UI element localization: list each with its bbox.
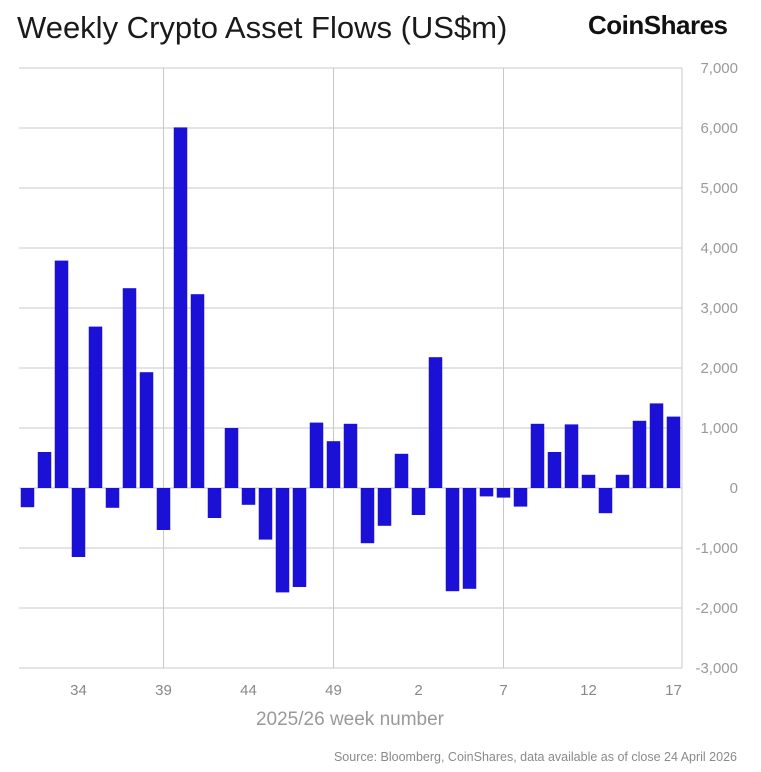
bar-week-45 — [258, 488, 273, 540]
y-tick-label: 1,000 — [700, 420, 738, 437]
bar-week-5 — [462, 488, 477, 589]
bar-week-37 — [122, 288, 137, 488]
bar-week-52 — [377, 488, 392, 526]
y-tick-label: 3,000 — [700, 300, 738, 317]
coinshares-logo: CoinShares — [588, 10, 728, 40]
x-tick-label: 12 — [580, 682, 597, 699]
x-tick-label: 17 — [665, 682, 682, 699]
bar-week-39 — [156, 488, 171, 530]
x-axis-label: 2025/26 week number — [256, 709, 445, 730]
y-tick-label: 5,000 — [700, 180, 738, 197]
y-tick-label: 2,000 — [700, 360, 738, 377]
bar-week-40 — [173, 127, 188, 489]
bar-week-10 — [547, 452, 562, 488]
bar-week-31 — [20, 488, 35, 508]
bar-week-7 — [496, 488, 511, 498]
bar-week-15 — [632, 420, 647, 488]
bar-week-14 — [615, 474, 630, 488]
bar-week-36 — [105, 488, 120, 508]
bar-week-44 — [241, 488, 256, 505]
bar-week-16 — [649, 403, 664, 488]
bar-week-42 — [207, 488, 222, 518]
y-tick-label: 7,000 — [700, 60, 738, 77]
x-tick-label: 44 — [240, 682, 257, 699]
x-axis-ticks: 34 39 44 49 2 7 12 17 — [70, 682, 682, 699]
y-axis-ticks: -3,000 -2,000 -1,000 0 1,000 2,000 3,000 4,000 5… — [695, 60, 738, 677]
bar-week-11 — [564, 424, 579, 488]
bar-week-32 — [37, 452, 52, 488]
x-tick-label: 7 — [499, 682, 507, 699]
bar-week-43 — [224, 428, 239, 488]
bar-week-3 — [428, 357, 443, 488]
bar-week-17 — [666, 416, 681, 488]
bar-week-48 — [309, 422, 324, 488]
bar-week-51 — [360, 488, 375, 544]
bar-week-33 — [54, 260, 69, 488]
bar-week-8 — [513, 488, 528, 507]
x-tick-label: 49 — [325, 682, 342, 699]
chart-title: Weekly Crypto Asset Flows (US$m) — [17, 10, 508, 45]
y-tick-label: 4,000 — [700, 240, 738, 257]
y-tick-label: 0 — [730, 480, 738, 497]
source-note: Source: Bloomberg, CoinShares, data avai… — [333, 750, 737, 764]
y-tick-label: -3,000 — [695, 660, 738, 677]
bar-week-47 — [292, 488, 307, 587]
bar-week-34 — [71, 488, 86, 557]
bar-week-1 — [394, 453, 409, 488]
bar-week-12 — [581, 474, 596, 488]
x-tick-label: 34 — [70, 682, 87, 699]
y-tick-label: -2,000 — [695, 600, 738, 617]
bar-week-38 — [139, 372, 154, 488]
bar-week-2 — [411, 488, 426, 515]
bar-week-4 — [445, 488, 460, 592]
bar-week-50 — [343, 423, 358, 488]
bar-week-6 — [479, 488, 494, 497]
x-tick-label: 39 — [155, 682, 172, 699]
bar-week-46 — [275, 488, 290, 593]
y-tick-label: 6,000 — [700, 120, 738, 137]
bars — [20, 127, 681, 593]
bar-week-35 — [88, 326, 103, 488]
bar-week-41 — [190, 294, 205, 488]
bar-week-13 — [598, 488, 613, 514]
y-tick-label: -1,000 — [695, 540, 738, 557]
gridlines — [19, 67, 683, 669]
x-tick-label: 2 — [414, 682, 422, 699]
bar-week-9 — [530, 423, 545, 488]
bar-week-49 — [326, 441, 341, 488]
